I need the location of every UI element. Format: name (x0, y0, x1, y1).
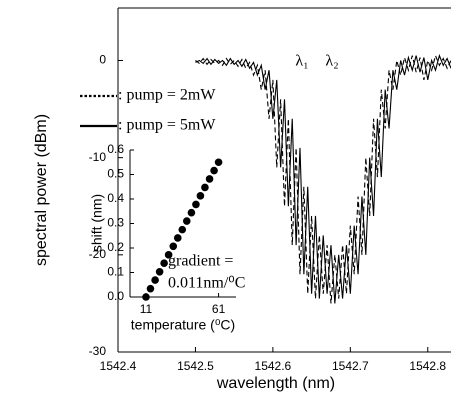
y-tick-label: -10 (89, 150, 107, 164)
x-axis-label: wavelength (nm) (216, 375, 335, 392)
x-tick-label: 1542.4 (100, 359, 137, 373)
point (182, 217, 191, 225)
y-tick-label: 0.0 (107, 289, 124, 303)
point (155, 267, 164, 276)
annotation: 0.011nm/⁰C (168, 275, 245, 292)
y-axis-label: spectral power (dBm) (33, 114, 50, 266)
point (142, 293, 150, 301)
point (187, 208, 196, 217)
point (196, 192, 205, 200)
series-line (195, 53, 451, 304)
point (214, 158, 223, 167)
y-tick-label: 0.3 (107, 216, 124, 230)
legend-label: : pump = 2mW (118, 87, 216, 104)
y-tick-label: 0 (99, 53, 106, 67)
point (173, 234, 182, 242)
y-tick-label: 0.5 (107, 167, 124, 181)
x-tick-label: 61 (212, 302, 226, 316)
inset-y-axis-label: shift (nm) (89, 194, 105, 252)
y-tick-label: -30 (89, 344, 107, 358)
x-tick-label: 1542.7 (332, 359, 369, 373)
point (201, 183, 209, 192)
point (151, 276, 159, 284)
y-tick-label: 0.6 (107, 142, 124, 156)
annotation: gradient = (168, 253, 233, 270)
legend-label: : pump = 5mW (118, 117, 216, 134)
point (205, 175, 214, 183)
annotation: λ₁ (295, 53, 308, 70)
x-tick-label: 1542.6 (255, 359, 292, 373)
point (169, 242, 178, 251)
x-tick-label: 1542.5 (177, 359, 214, 373)
y-tick-label: 0.1 (107, 265, 124, 279)
annotation: λ₂ (325, 53, 338, 70)
y-tick-label: 0.4 (107, 191, 124, 205)
y-tick-label: -20 (89, 247, 107, 261)
point (178, 225, 187, 234)
series-line (195, 53, 451, 304)
point (160, 259, 168, 267)
y-tick-label: 0.2 (107, 240, 124, 254)
point (192, 200, 200, 209)
inset-x-axis-label: temperature (⁰C) (131, 317, 235, 333)
point (146, 284, 155, 293)
point (164, 251, 173, 259)
point (210, 166, 218, 175)
x-tick-label: 11 (140, 302, 153, 316)
x-tick-label: 1542.8 (409, 359, 446, 373)
